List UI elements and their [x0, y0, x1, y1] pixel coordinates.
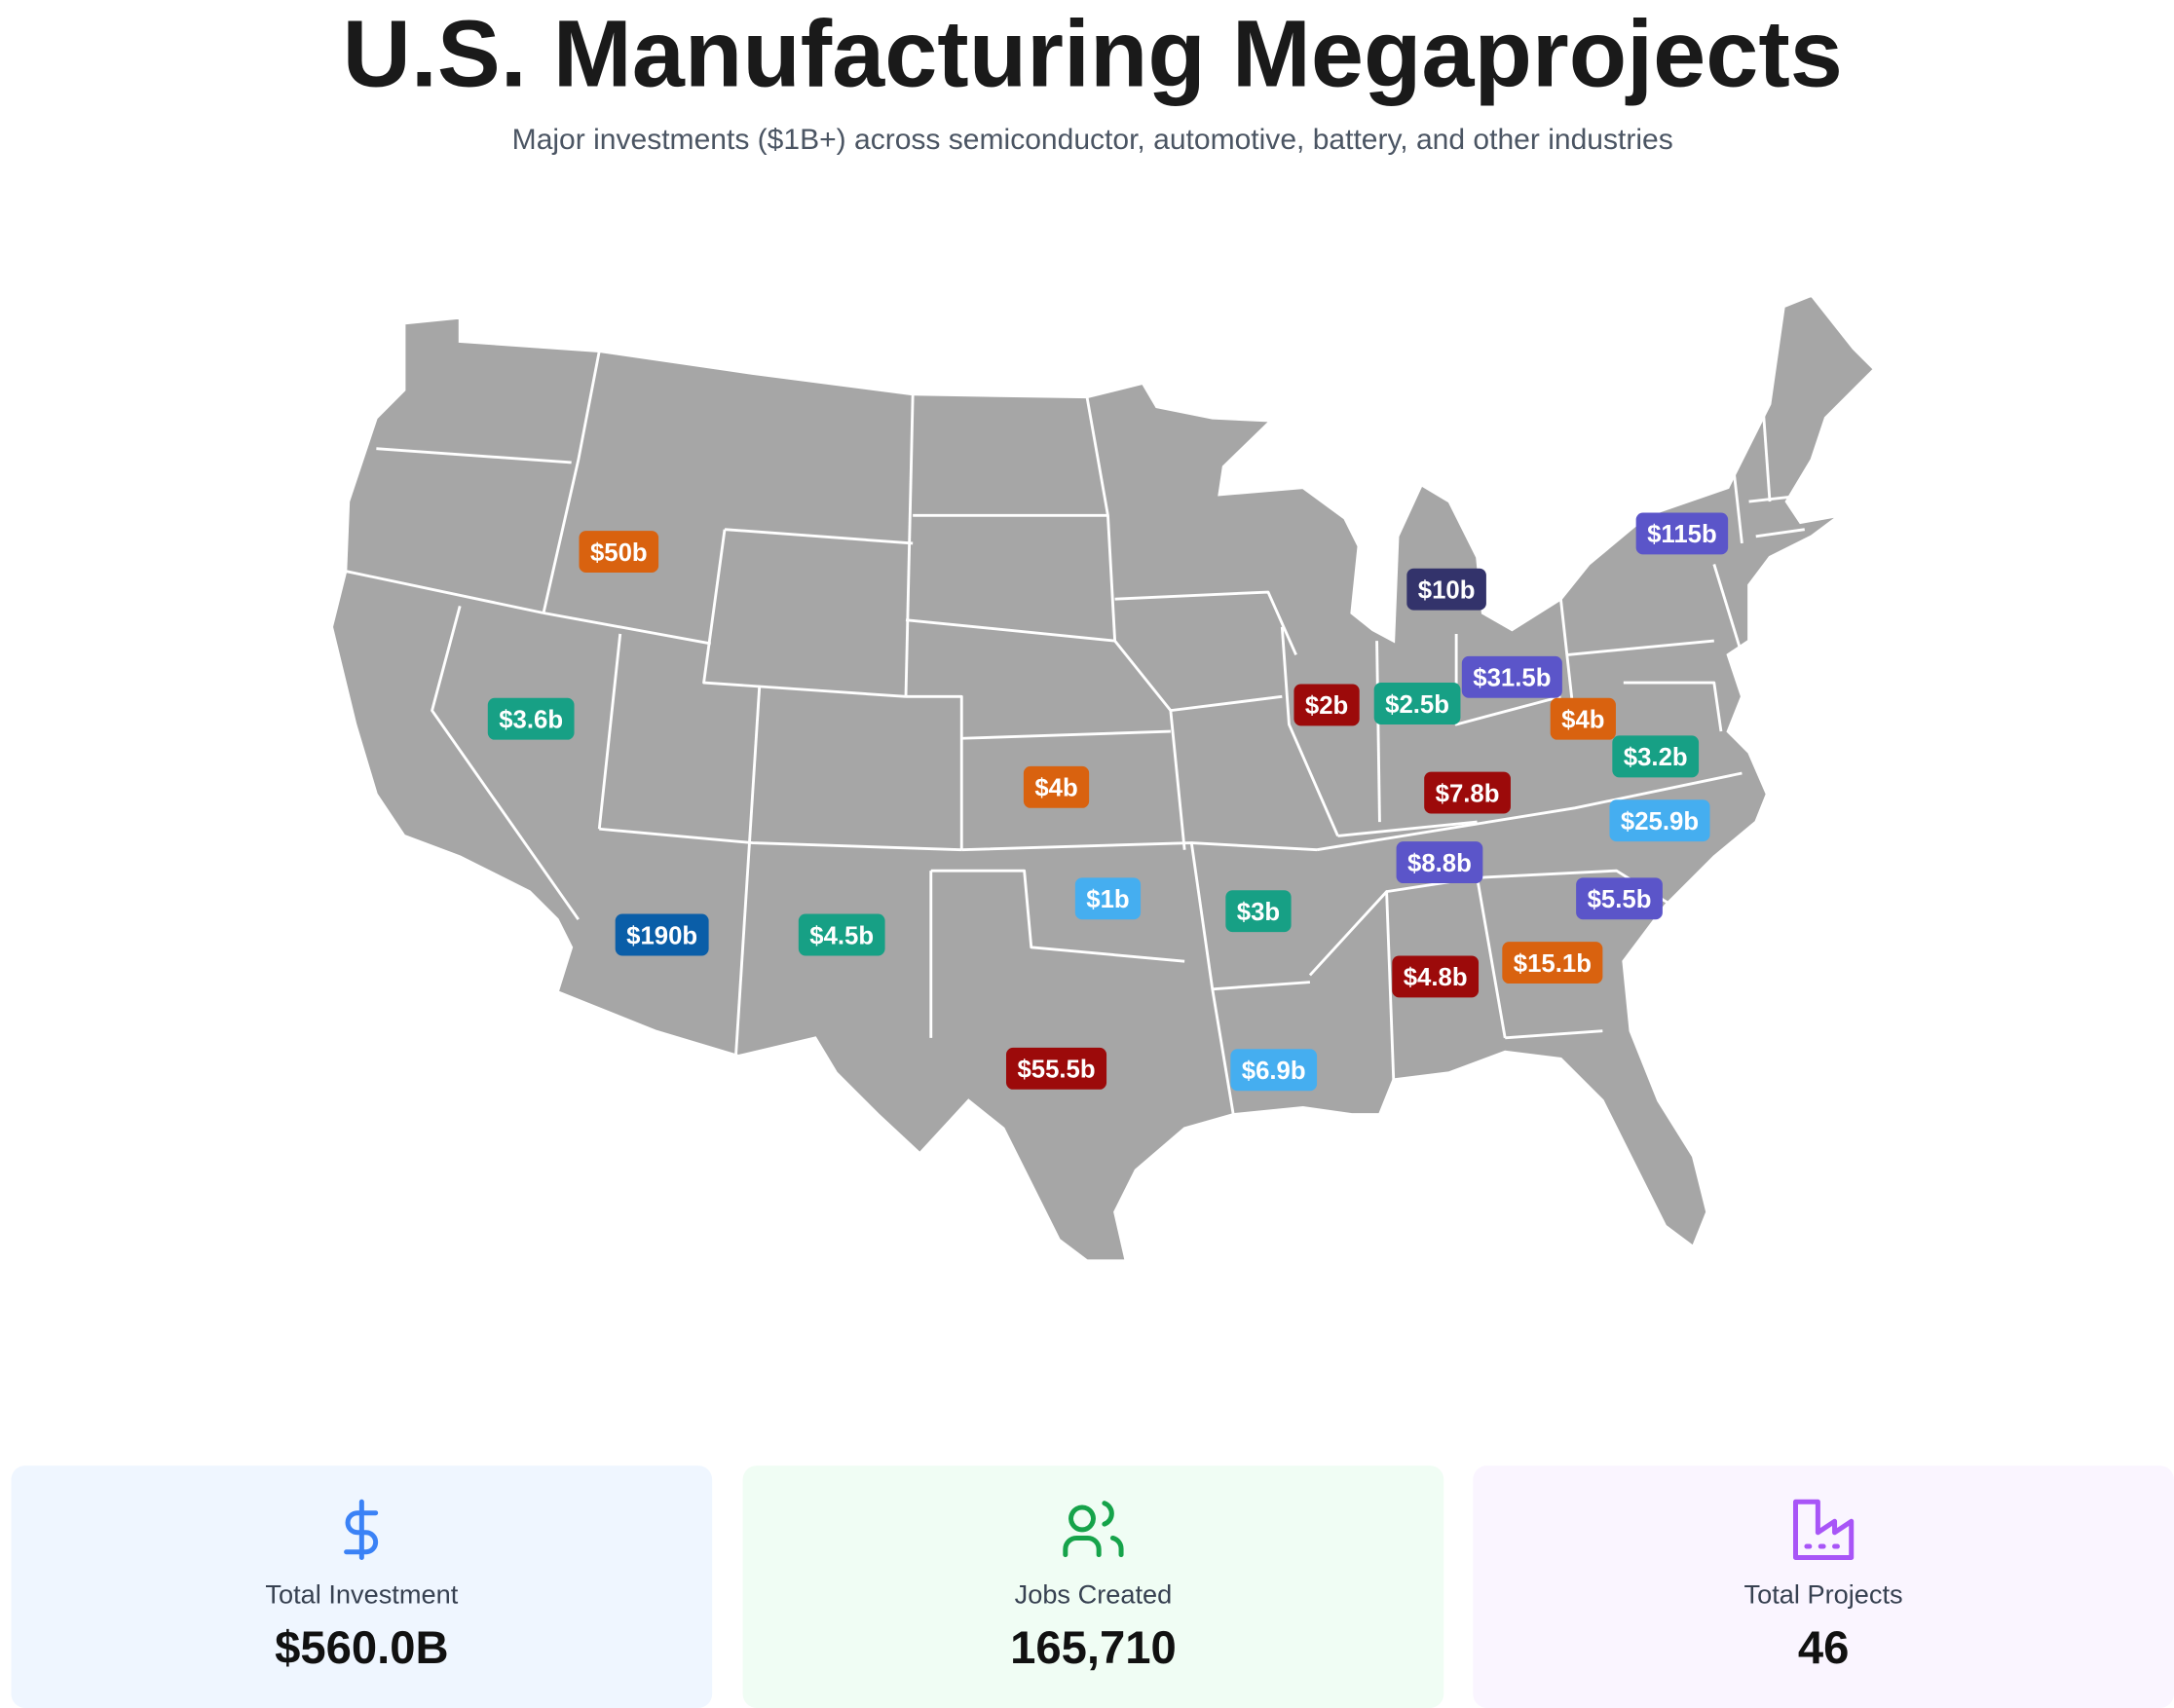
marker-label: $7.8b — [1436, 780, 1500, 807]
marker[interactable]: $15.1b — [1502, 942, 1603, 984]
marker[interactable]: $7.8b — [1424, 771, 1511, 814]
marker-label: $4b — [1561, 707, 1604, 734]
marker-pill — [1023, 765, 1090, 808]
marker-label: $3.2b — [1624, 744, 1688, 771]
marker-layer: $50b $3.6b $190b $4.5b $4b $1b $3b $55.5b $6.9b $… — [487, 512, 1729, 1092]
marker-pill — [1612, 735, 1700, 778]
marker[interactable]: $3b — [1225, 890, 1292, 933]
stat-cards: Total Investment $560.0B Jobs Created 165,7… — [11, 1466, 2174, 1708]
stat-label: Total Investment — [265, 1579, 458, 1610]
marker-pill — [1461, 655, 1562, 698]
marker[interactable]: $2.5b — [1373, 683, 1461, 724]
stat-label: Jobs Created — [1015, 1579, 1173, 1610]
marker-pill — [1502, 942, 1603, 984]
stat-card — [11, 1466, 713, 1708]
marker-pill — [1373, 683, 1461, 724]
marker[interactable]: $4b — [1023, 765, 1090, 808]
marker[interactable]: $1b — [1074, 877, 1142, 920]
marker[interactable]: $4.8b — [1392, 955, 1480, 998]
stat-value: 165,710 — [1010, 1622, 1177, 1674]
marker-pill — [1293, 684, 1360, 726]
marker-label: $31.5b — [1473, 665, 1551, 692]
marker[interactable]: $115b — [1635, 512, 1729, 555]
marker-pill — [487, 697, 575, 740]
stat-icon — [1063, 1501, 1124, 1558]
marker[interactable]: $50b — [579, 531, 659, 574]
stat-icon — [344, 1499, 379, 1560]
marker-label: $3b — [1237, 899, 1280, 926]
marker[interactable]: $3.2b — [1612, 735, 1700, 778]
marker-pill — [1424, 771, 1511, 814]
marker-pill — [1550, 697, 1616, 740]
marker-label: $5.5b — [1588, 886, 1652, 913]
us-outline — [330, 293, 1877, 1263]
marker-pill — [1576, 877, 1663, 920]
stat-value: 46 — [1798, 1622, 1850, 1674]
marker[interactable]: $2b — [1293, 684, 1360, 726]
marker-pill — [798, 913, 885, 956]
marker[interactable]: $25.9b — [1609, 799, 1710, 842]
marker-label: $1b — [1086, 886, 1129, 913]
subtitle: Major investments ($1B+) across semicond… — [512, 124, 1673, 156]
marker[interactable]: $6.9b — [1230, 1049, 1318, 1092]
marker-pill — [1609, 799, 1710, 842]
marker-pill — [1230, 1049, 1318, 1092]
marker-label: $115b — [1647, 521, 1717, 548]
stat-value: $560.0B — [275, 1622, 448, 1674]
marker[interactable]: $3.6b — [487, 697, 575, 740]
marker[interactable]: $5.5b — [1576, 877, 1663, 920]
marker[interactable]: $31.5b — [1461, 655, 1562, 698]
marker-pill — [1406, 568, 1486, 611]
marker-label: $4.5b — [809, 922, 874, 949]
marker-label: $50b — [590, 539, 648, 567]
marker-label: $3.6b — [499, 707, 563, 734]
marker[interactable]: $4.5b — [798, 913, 885, 956]
marker[interactable]: $4b — [1550, 697, 1616, 740]
marker-label: $2.5b — [1385, 691, 1449, 719]
marker-label: $6.9b — [1242, 1058, 1306, 1085]
stat-card — [742, 1466, 1444, 1708]
marker-label: $2b — [1305, 692, 1348, 720]
marker-pill — [1392, 955, 1480, 998]
marker-pill — [1005, 1047, 1107, 1090]
marker-pill — [1396, 841, 1483, 884]
marker-pill — [615, 913, 709, 956]
marker-label: $15.1b — [1514, 950, 1592, 978]
marker-pill — [1225, 890, 1292, 933]
marker-pill — [579, 531, 659, 574]
stat-label: Total Projects — [1744, 1579, 1903, 1610]
us-map — [330, 293, 1877, 1263]
stat-icon — [1792, 1499, 1855, 1560]
marker[interactable]: $190b — [615, 913, 709, 956]
state-borders — [345, 351, 1813, 1115]
marker-label: $25.9b — [1621, 808, 1699, 835]
title: U.S. Manufacturing Megaprojects — [343, 1, 1843, 107]
marker-label: $4.8b — [1404, 964, 1468, 991]
marker-pill — [1074, 877, 1142, 920]
marker-label: $4b — [1034, 775, 1077, 802]
marker[interactable]: $55.5b — [1005, 1047, 1107, 1090]
marker-pill — [1635, 512, 1729, 555]
stat-card — [1473, 1466, 2174, 1708]
marker-label: $190b — [626, 922, 697, 949]
marker-label: $55.5b — [1017, 1057, 1095, 1084]
marker[interactable]: $8.8b — [1396, 841, 1483, 884]
marker[interactable]: $10b — [1406, 568, 1486, 611]
marker-label: $10b — [1418, 576, 1476, 604]
marker-label: $8.8b — [1407, 850, 1472, 877]
